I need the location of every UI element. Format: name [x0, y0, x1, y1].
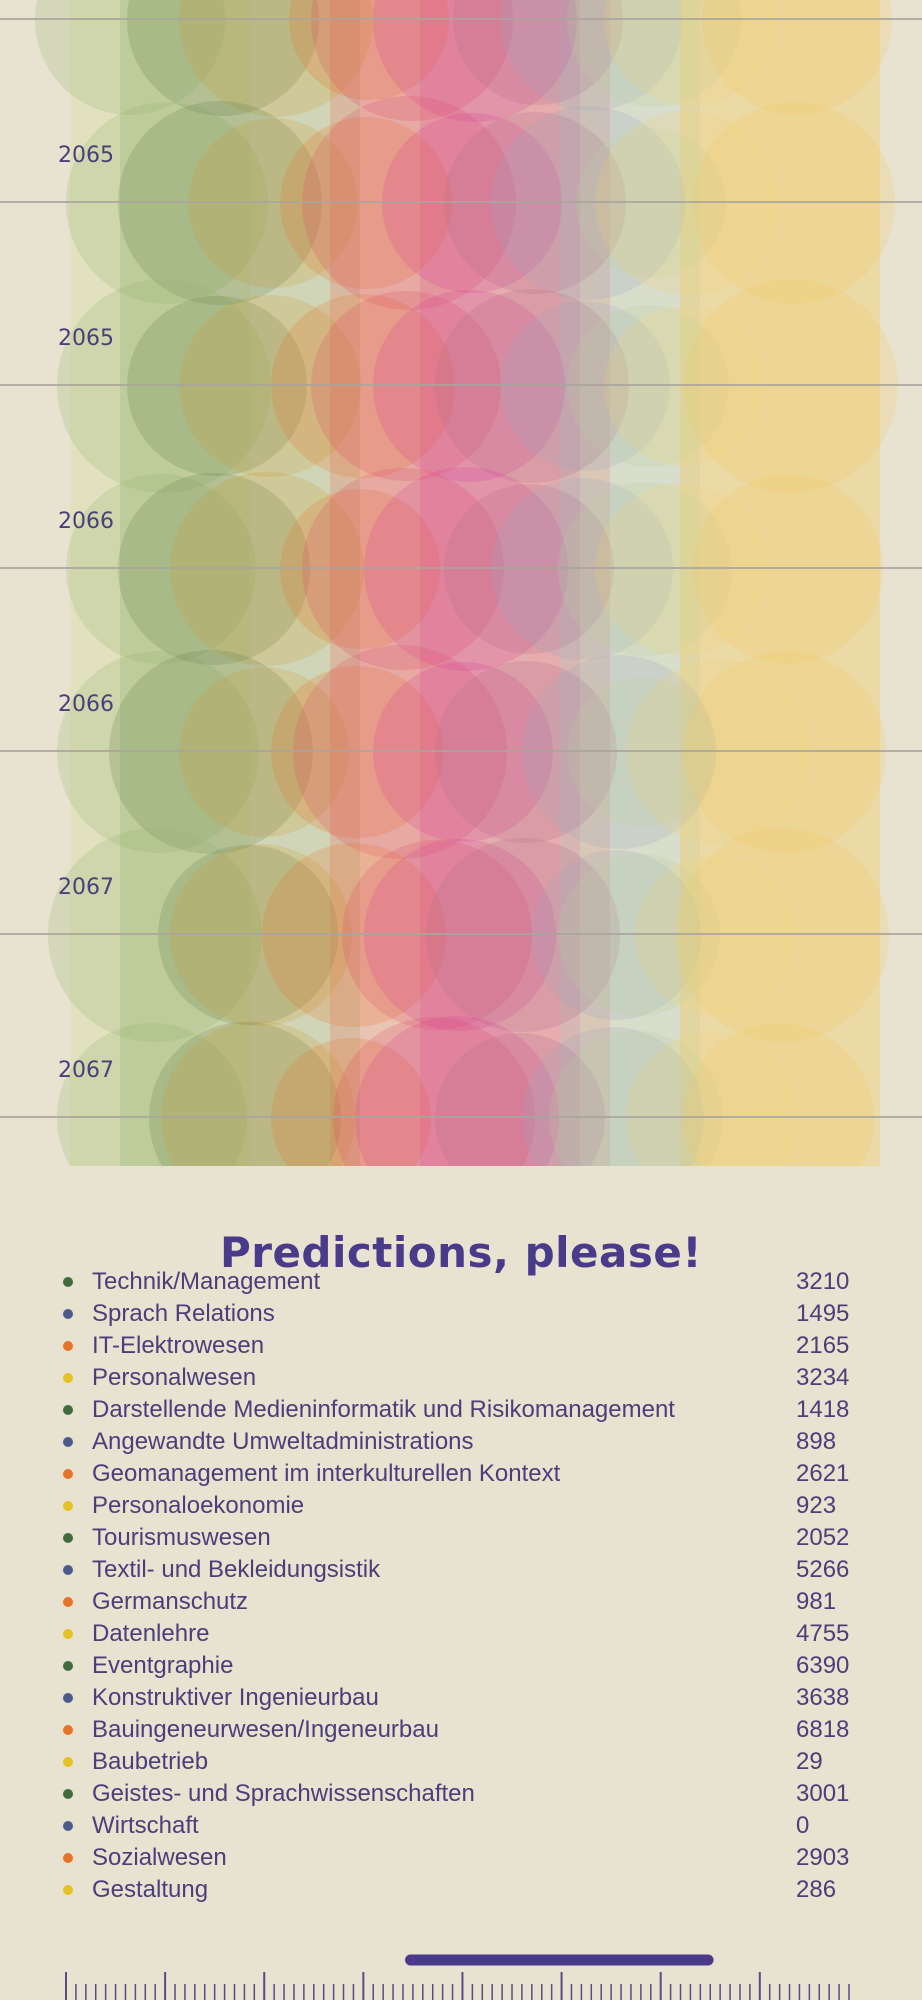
legend-value: 6390 [796, 1652, 850, 1679]
legend-item: Personaloekonomie 923 [0, 1492, 922, 1524]
legend-value: 1495 [796, 1300, 850, 1327]
year-label: 2066 [58, 692, 114, 717]
legend-item: Textil- und Bekleidungsistik 5266 [0, 1556, 922, 1588]
legend-dot-icon [63, 1373, 73, 1383]
legend-item: Technik/Management 3210 [0, 1268, 922, 1300]
legend-dot-icon [63, 1757, 73, 1767]
legend-label: IT-Elektrowesen [92, 1332, 265, 1359]
legend-dot-icon [63, 1565, 73, 1575]
legend-value: 286 [796, 1876, 837, 1903]
gridline [0, 18, 922, 20]
gridline [0, 384, 922, 386]
legend-item: Darstellende Medieninformatik und Risiko… [0, 1396, 922, 1428]
legend-dot-icon [63, 1341, 73, 1351]
year-label: 2065 [58, 143, 114, 168]
legend-dot-icon [63, 1789, 73, 1799]
legend-item: Sozialwesen 2903 [0, 1844, 922, 1876]
legend-value: 981 [796, 1588, 837, 1615]
legend-label: Eventgraphie [92, 1652, 234, 1679]
legend-value: 3001 [796, 1780, 850, 1807]
legend-dot-icon [63, 1821, 73, 1831]
legend-label: Technik/Management [92, 1268, 321, 1295]
legend-item: Datenlehre 4755 [0, 1620, 922, 1652]
legend-label: Datenlehre [92, 1620, 210, 1647]
legend-label: Bauingeneurwesen/Ingeneurbau [92, 1716, 439, 1743]
legend-value: 2903 [796, 1844, 850, 1871]
legend-value: 6818 [796, 1716, 850, 1743]
legend-dot-icon [63, 1437, 73, 1447]
legend-label: Sozialwesen [92, 1844, 227, 1871]
gridline [0, 750, 922, 752]
legend-item: Tourismuswesen 2052 [0, 1524, 922, 1556]
bubble-stream-canvas [35, 0, 898, 1166]
legend-value: 2165 [796, 1332, 850, 1359]
gridline [0, 933, 922, 935]
legend-dot-icon [63, 1661, 73, 1671]
legend-value: 923 [796, 1492, 837, 1519]
legend-item: Sprach Relations 1495 [0, 1300, 922, 1332]
timeline-visualization[interactable] [0, 0, 922, 1166]
legend-item: Gestaltung 286 [0, 1876, 922, 1908]
year-label: 2066 [58, 509, 114, 534]
legend-label: Tourismuswesen [92, 1524, 271, 1551]
legend-dot-icon [63, 1693, 73, 1703]
legend-value: 5266 [796, 1556, 850, 1583]
legend-dot-icon [63, 1277, 73, 1287]
legend-label: Gestaltung [92, 1876, 209, 1903]
legend-value: 1418 [796, 1396, 850, 1423]
year-label: 2067 [58, 875, 114, 900]
legend-dot-icon [63, 1533, 73, 1543]
year-label: 2065 [58, 326, 114, 351]
legend-dot-icon [63, 1309, 73, 1319]
legend-list: Technik/Management 3210 Sprach Relations 14… [0, 1268, 922, 1908]
legend-item: Eventgraphie 6390 [0, 1652, 922, 1684]
legend-value: 0 [796, 1812, 810, 1839]
gridline [0, 1116, 922, 1118]
legend-label: Sprach Relations [92, 1300, 275, 1327]
legend-label: Textil- und Bekleidungsistik [92, 1556, 381, 1583]
legend-item: Germanschutz 981 [0, 1588, 922, 1620]
legend-label: Geistes- und Sprachwissenschaften [92, 1780, 475, 1807]
legend-label: Baubetrieb [92, 1748, 209, 1775]
legend-dot-icon [63, 1885, 73, 1895]
legend-label: Darstellende Medieninformatik und Risiko… [92, 1396, 675, 1423]
legend-value: 3234 [796, 1364, 850, 1391]
legend-label: Personaloekonomie [92, 1492, 305, 1519]
year-label: 2067 [58, 1058, 114, 1083]
legend-dot-icon [63, 1501, 73, 1511]
legend-label: Geomanagement im interkulturellen Kontex… [92, 1460, 561, 1487]
gridline [0, 567, 922, 569]
legend-dot-icon [63, 1629, 73, 1639]
legend-item: Baubetrieb 29 [0, 1748, 922, 1780]
legend-value: 2621 [796, 1460, 850, 1487]
legend-item: Personalwesen 3234 [0, 1364, 922, 1396]
legend-value: 3638 [796, 1684, 850, 1711]
legend-label: Konstruktiver Ingenieurbau [92, 1684, 379, 1711]
legend-value: 4755 [796, 1620, 850, 1647]
legend-label: Angewandte Umweltadministrations [92, 1428, 474, 1455]
legend-item: Geomanagement im interkulturellen Kontex… [0, 1460, 922, 1492]
legend-dot-icon [63, 1597, 73, 1607]
timeline-scrubber[interactable] [0, 1950, 922, 2000]
legend-label: Wirtschaft [92, 1812, 199, 1839]
legend-dot-icon [63, 1725, 73, 1735]
legend-label: Germanschutz [92, 1588, 249, 1615]
legend-value: 2052 [796, 1524, 850, 1551]
legend-item: Wirtschaft 0 [0, 1812, 922, 1844]
legend-dot-icon [63, 1405, 73, 1415]
legend-label: Personalwesen [92, 1364, 257, 1391]
legend-item: Konstruktiver Ingenieurbau 3638 [0, 1684, 922, 1716]
gridline [0, 201, 922, 203]
legend-value: 3210 [796, 1268, 850, 1295]
legend-item: Geistes- und Sprachwissenschaften 3001 [0, 1780, 922, 1812]
legend-item: IT-Elektrowesen 2165 [0, 1332, 922, 1364]
legend-item: Angewandte Umweltadministrations 898 [0, 1428, 922, 1460]
page-title: Predictions, please! [219, 1228, 703, 1278]
legend-dot-icon [63, 1469, 73, 1479]
legend-item: Bauingeneurwesen/Ingeneurbau 6818 [0, 1716, 922, 1748]
legend-dot-icon [63, 1853, 73, 1863]
legend-value: 29 [796, 1748, 823, 1775]
legend-value: 898 [796, 1428, 837, 1455]
